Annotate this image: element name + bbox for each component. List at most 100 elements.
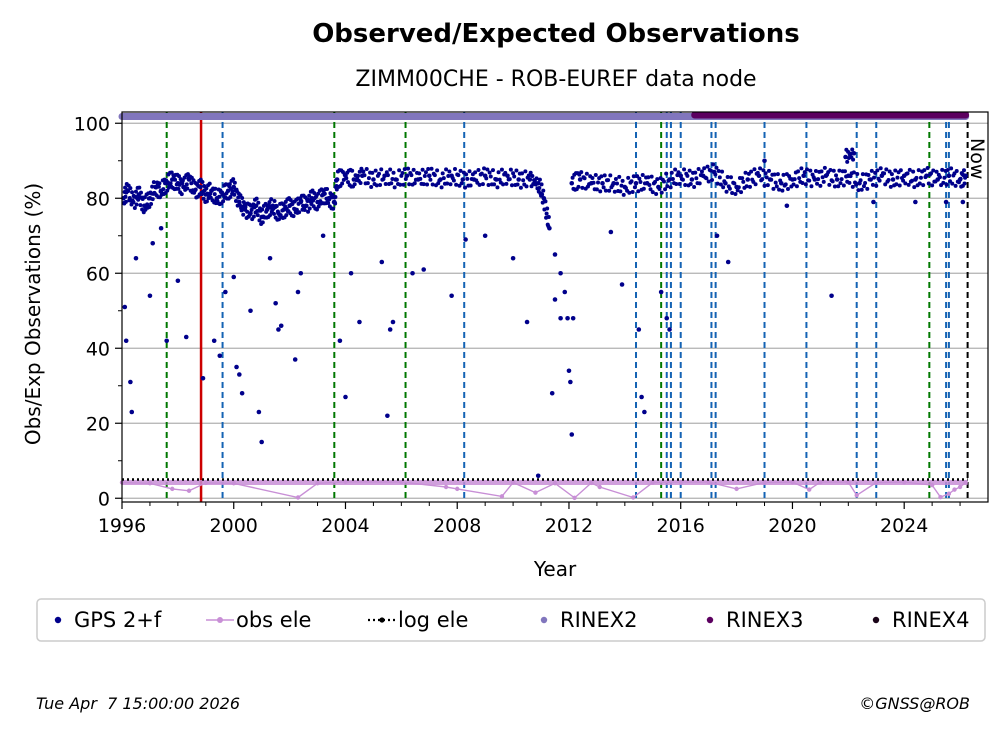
gps-point [763, 171, 768, 176]
gps-point [799, 166, 804, 171]
gps-point [570, 175, 575, 180]
gps-point [463, 185, 468, 190]
gps-point [340, 181, 345, 186]
gps-point [753, 182, 758, 187]
gps-point [535, 473, 541, 479]
obs-ele-point [186, 488, 192, 493]
gps-point [533, 182, 538, 187]
gps-point [822, 165, 827, 170]
gps-point [777, 187, 782, 192]
gps-point [727, 186, 732, 191]
gps-point [693, 170, 698, 175]
obs-ele-point [854, 493, 859, 498]
gps-point [809, 184, 814, 189]
gps-point [872, 175, 877, 180]
gps-point [292, 357, 298, 362]
gps-point [448, 182, 453, 187]
gps-point [715, 181, 720, 186]
gps-point [887, 169, 892, 174]
gps-point [926, 181, 931, 186]
gps-point [689, 177, 695, 182]
gps-point [897, 183, 902, 188]
gps-point [669, 170, 674, 175]
gps-point [496, 170, 501, 175]
gps-point [667, 327, 672, 332]
gps-point [929, 171, 934, 176]
gps-point [404, 173, 410, 179]
gps-point [465, 176, 470, 181]
gps-point [802, 170, 807, 175]
gps-point [426, 166, 431, 171]
gps-point [665, 184, 670, 189]
gps-point [130, 198, 135, 203]
footer-credit: ©GNSS@ROB [859, 694, 970, 713]
gps-point [520, 171, 525, 176]
gps-point [916, 168, 921, 173]
gps-point [147, 205, 152, 210]
x-tick-label: 2024 [880, 515, 928, 537]
gps-point [832, 184, 837, 189]
gps-point [565, 315, 570, 321]
obs-ele-point [706, 479, 711, 485]
gps-point [449, 293, 454, 299]
gps-point [917, 181, 922, 186]
gps-point [325, 186, 330, 191]
gps-point [518, 185, 523, 190]
gps-point [728, 175, 733, 180]
gps-point [447, 169, 452, 174]
gps-point [267, 200, 272, 205]
gps-point [123, 338, 129, 344]
gps-point [390, 319, 396, 325]
gps-point [724, 189, 729, 194]
obs-ele-point [650, 480, 655, 485]
gps-point [200, 180, 205, 185]
gps-point [193, 187, 198, 192]
gps-point [886, 177, 891, 182]
gps-point [612, 189, 617, 194]
gps-point [875, 168, 880, 173]
gps-point [492, 182, 497, 187]
gps-point [333, 201, 338, 206]
gps-point [953, 183, 958, 188]
gps-point [251, 202, 256, 207]
gps-point [842, 169, 847, 174]
gps-point [552, 252, 558, 257]
gps-point [962, 181, 967, 186]
gps-point [314, 207, 319, 212]
gps-point [149, 202, 154, 207]
gps-point [593, 173, 598, 178]
gps-point [631, 174, 636, 179]
gps-point [803, 182, 808, 187]
gps-point [794, 184, 799, 189]
gps-point [893, 168, 898, 173]
gps-point [297, 210, 302, 215]
obs-ele-point [678, 479, 683, 485]
obs-ele-point [455, 486, 460, 492]
gps-point [302, 208, 307, 213]
gps-point [530, 173, 535, 178]
obs-ele-point [510, 480, 516, 485]
gps-point [576, 184, 581, 189]
gps-point [133, 255, 139, 261]
gps-point [762, 158, 767, 164]
gps-point [357, 169, 362, 174]
y-axis-label: Obs/Exp Observations (%) [21, 183, 45, 445]
gps-point [358, 180, 363, 185]
gps-point [388, 167, 393, 172]
gps-point [830, 179, 835, 184]
gps-point [333, 194, 338, 199]
gps-point [452, 167, 457, 172]
gps-point [504, 181, 509, 186]
gps-point [184, 182, 189, 187]
gps-point [680, 177, 685, 182]
legend-label: GPS 2+f [74, 608, 162, 632]
gps-point [648, 187, 653, 192]
gps-point [855, 171, 860, 176]
gps-point [736, 185, 741, 190]
gps-point [764, 175, 769, 180]
gps-point [783, 182, 788, 187]
obs-ele-point [631, 495, 636, 500]
plot-frame [121, 111, 989, 503]
gps-point [256, 200, 261, 205]
